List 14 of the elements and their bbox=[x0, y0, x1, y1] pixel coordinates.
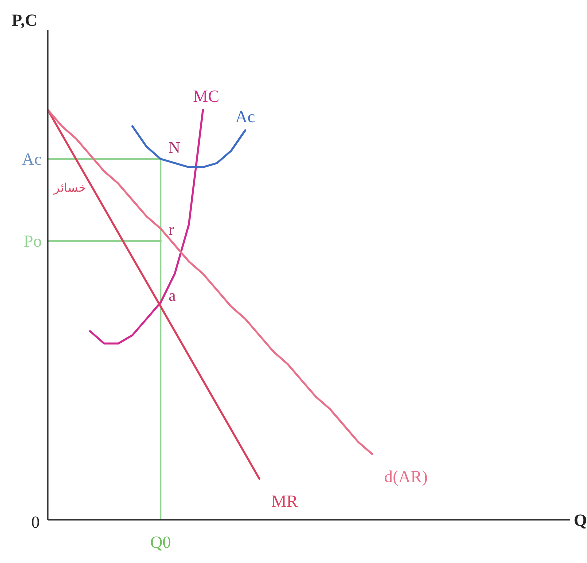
series-label: MC bbox=[193, 87, 220, 106]
text: Po bbox=[24, 232, 42, 252]
annotation: N bbox=[168, 140, 181, 158]
annotation: r bbox=[168, 222, 175, 240]
text: 0 bbox=[32, 513, 40, 532]
series-label: d(AR) bbox=[384, 467, 428, 486]
y-axis-title: P,C bbox=[12, 11, 38, 30]
x-axis-title: Q bbox=[574, 511, 587, 530]
annotation: خسائر bbox=[53, 181, 86, 195]
text: Q0 bbox=[150, 533, 172, 552]
series-label: Ac bbox=[236, 108, 256, 126]
text: Ac bbox=[22, 150, 42, 170]
series-label: MR bbox=[272, 492, 299, 511]
annotation: a bbox=[168, 288, 176, 305]
